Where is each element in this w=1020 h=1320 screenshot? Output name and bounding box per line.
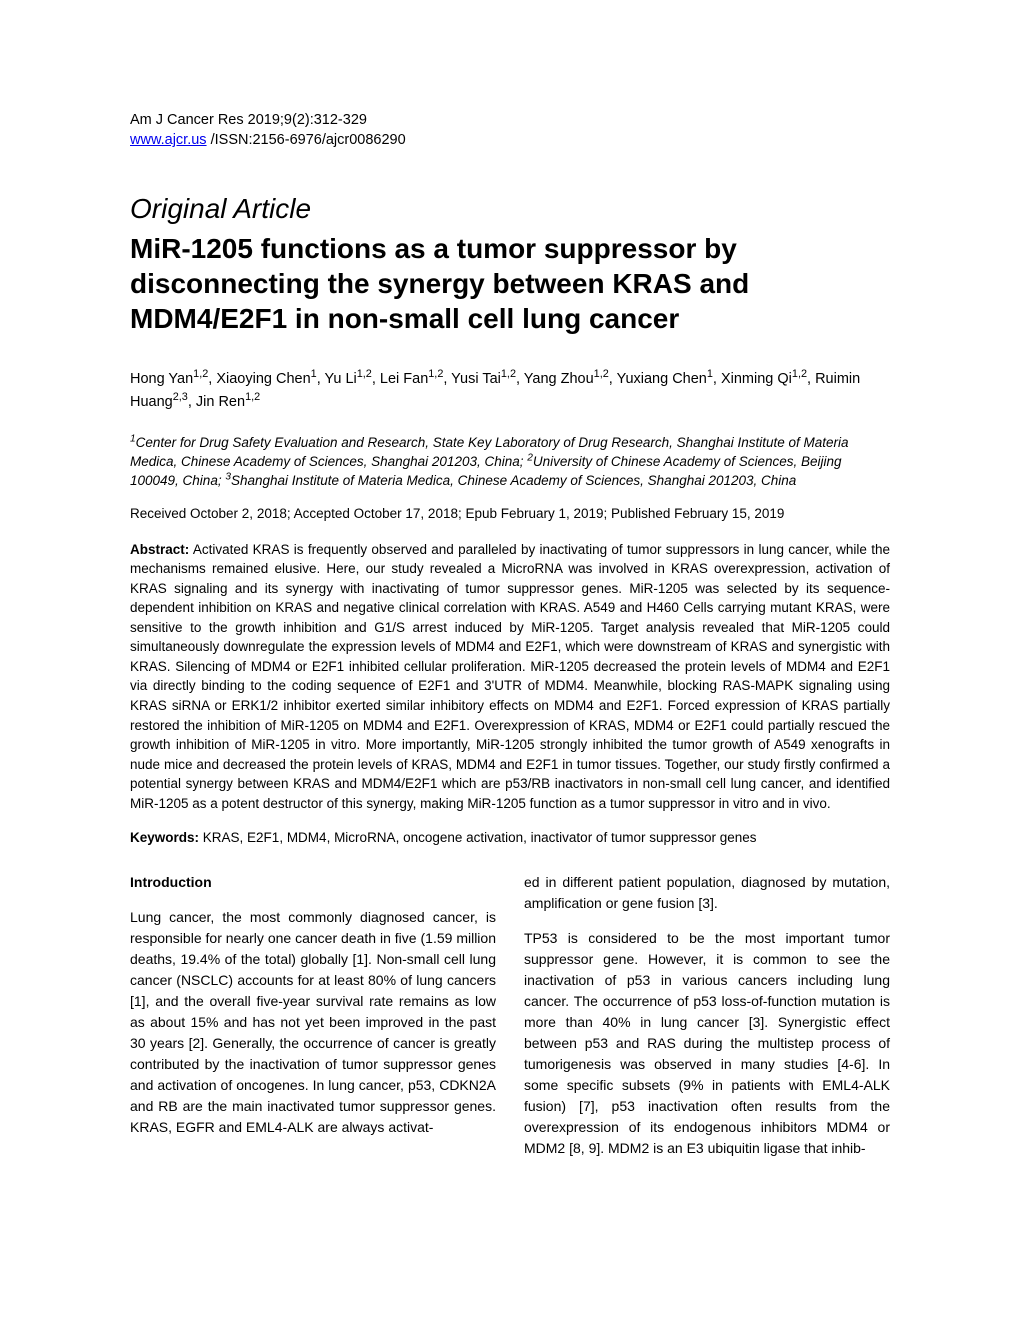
column-right: ed in different patient population, diag… [524, 872, 890, 1173]
link-line: www.ajcr.us /ISSN:2156-6976/ajcr0086290 [130, 130, 890, 150]
issn-text: /ISSN:2156-6976/ajcr0086290 [207, 132, 406, 148]
body-paragraph: Lung cancer, the most commonly diagnosed… [130, 907, 496, 1138]
keywords-label: Keywords: [130, 830, 199, 845]
affiliations: 1Center for Drug Safety Evaluation and R… [130, 434, 890, 491]
header-meta: Am J Cancer Res 2019;9(2):312-329 www.aj… [130, 110, 890, 151]
body-paragraph: ed in different patient population, diag… [524, 872, 890, 914]
body-columns: Introduction Lung cancer, the most commo… [130, 872, 890, 1173]
keywords: Keywords: KRAS, E2F1, MDM4, MicroRNA, on… [130, 829, 890, 848]
abstract: Abstract: Activated KRAS is frequently o… [130, 540, 890, 814]
journal-link[interactable]: www.ajcr.us [130, 132, 207, 148]
authors: Hong Yan1,2, Xiaoying Chen1, Yu Li1,2, L… [130, 368, 890, 414]
keywords-text: KRAS, E2F1, MDM4, MicroRNA, oncogene act… [199, 830, 757, 845]
abstract-label: Abstract: [130, 542, 189, 557]
publication-dates: Received October 2, 2018; Accepted Octob… [130, 505, 890, 524]
article-type: Original Article [130, 193, 890, 225]
body-paragraph: TP53 is considered to be the most import… [524, 928, 890, 1159]
abstract-text: Activated KRAS is frequently observed an… [130, 542, 890, 811]
column-left: Introduction Lung cancer, the most commo… [130, 872, 496, 1173]
introduction-heading: Introduction [130, 872, 496, 893]
article-title: MiR-1205 functions as a tumor suppressor… [130, 231, 890, 336]
citation-line: Am J Cancer Res 2019;9(2):312-329 [130, 110, 890, 130]
